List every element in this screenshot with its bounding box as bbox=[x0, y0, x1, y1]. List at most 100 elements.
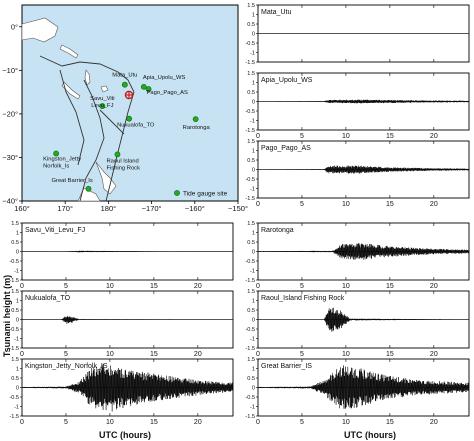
plate-boundary bbox=[79, 79, 105, 202]
map-y-tick-label: −20° bbox=[2, 109, 18, 118]
x-tick-label: 15 bbox=[386, 351, 394, 358]
y-tick-label: 1 bbox=[16, 299, 19, 305]
south-island-nz bbox=[77, 187, 101, 202]
waveform-series bbox=[257, 165, 470, 174]
x-tick-label: 20 bbox=[430, 283, 438, 290]
map-x-tick-label: −160° bbox=[185, 204, 205, 213]
y-tick-label: -1.5 bbox=[245, 128, 255, 134]
y-tick-label: 0.5 bbox=[247, 376, 255, 382]
y-tick-label: -0.5 bbox=[245, 177, 255, 183]
station-label: Kingston_Jetty bbox=[43, 157, 81, 163]
x-tick-label: 0 bbox=[20, 283, 24, 290]
station-label: Mata_Utu bbox=[112, 73, 137, 79]
map-y-tick-label: −40° bbox=[2, 197, 18, 206]
station-label: Fishing Rock bbox=[106, 165, 140, 171]
y-tick-label: 1.5 bbox=[11, 221, 19, 227]
x-tick-label: 10 bbox=[106, 351, 114, 358]
y-tick-label: 1.5 bbox=[247, 71, 255, 77]
y-tick-label: -0.5 bbox=[245, 327, 255, 333]
y-tick-label: -0.5 bbox=[9, 259, 19, 265]
y-tick-label: -1.5 bbox=[245, 414, 255, 420]
y-tick-label: -1.5 bbox=[245, 196, 255, 202]
map-legend-label: Tide gauge site bbox=[183, 191, 228, 198]
y-tick-label: -1 bbox=[14, 405, 19, 411]
panel-station-label: Mata_Utu bbox=[261, 9, 291, 16]
station-marker bbox=[99, 103, 106, 109]
waveform-series bbox=[257, 243, 470, 260]
y-tick-label: -1 bbox=[250, 187, 255, 193]
x-tick-label: 10 bbox=[342, 419, 350, 426]
panel-station-label: Pago_Pago_AS bbox=[261, 145, 311, 152]
x-tick-label: 15 bbox=[150, 419, 158, 426]
north-island-nz bbox=[95, 161, 117, 195]
map-y-tick-label: −10° bbox=[2, 66, 18, 75]
y-tick-label: 0 bbox=[252, 318, 255, 324]
y-tick-label: 1.5 bbox=[11, 289, 19, 295]
panel: 1.5 1 0.5 0 -0.5 -1 -1.5 Mata_Utu bbox=[245, 3, 470, 66]
y-tick-label: 1 bbox=[252, 231, 255, 237]
y-tick-label: -0.5 bbox=[9, 327, 19, 333]
papua-landmass bbox=[21, 17, 59, 43]
map-y-tick-label: 0° bbox=[11, 22, 18, 31]
plate-boundary bbox=[105, 91, 135, 202]
x-tick-label: 0 bbox=[256, 201, 260, 208]
y-tick-label: 1.5 bbox=[11, 357, 19, 363]
y-tick-label: -0.5 bbox=[245, 259, 255, 265]
x-tick-label: 0 bbox=[256, 133, 260, 140]
waveform-series bbox=[21, 315, 234, 324]
x-tick-label: 10 bbox=[342, 133, 350, 140]
plate-boundary bbox=[59, 69, 85, 166]
x-tick-label: 5 bbox=[64, 351, 68, 358]
y-tick-label: -1 bbox=[250, 51, 255, 57]
y-tick-label: 1 bbox=[252, 81, 255, 87]
y-tick-label: 0.5 bbox=[247, 308, 255, 314]
panel-station-label: Great Barrier_IS bbox=[261, 363, 312, 370]
panel-station-label: Savu_Viti_Levu_FJ bbox=[25, 227, 85, 234]
map-x-tick-label: −170° bbox=[142, 204, 162, 213]
station-label: Nukualofa_TO bbox=[117, 123, 155, 129]
y-axis-label: Tsunami height (m) bbox=[2, 275, 12, 357]
y-tick-label: 0 bbox=[16, 318, 19, 324]
panel: 1.510.50-0.5-1-1.50 5 10 15 20Kingston_Jetty… bbox=[9, 357, 234, 426]
solomon-islands bbox=[59, 44, 79, 59]
x-tick-label: 10 bbox=[106, 419, 114, 426]
x-tick-label: 20 bbox=[194, 419, 202, 426]
y-tick-label: -1.5 bbox=[9, 414, 19, 420]
plate-boundary bbox=[39, 55, 135, 93]
x-tick-label: 10 bbox=[342, 201, 350, 208]
legend-station-marker bbox=[174, 190, 180, 196]
waveform-series bbox=[257, 365, 470, 410]
x-tick-label: 0 bbox=[256, 283, 260, 290]
y-tick-label: 1 bbox=[16, 367, 19, 373]
waveform-series bbox=[21, 249, 234, 254]
station-label: Levu_FJ bbox=[91, 103, 113, 109]
y-tick-label: 0.5 bbox=[11, 376, 19, 382]
station-label: Great Barrier_Is bbox=[52, 178, 93, 184]
station-map: 160° 170° 180° −170° −160° −150° 0° −10° −20° −3… bbox=[2, 4, 248, 213]
panel-station-label: Raoul_Island Fishing Rock bbox=[261, 295, 345, 302]
x-tick-label: 20 bbox=[194, 283, 202, 290]
y-tick-label: 1.5 bbox=[247, 3, 255, 9]
station-label: Norfolk_Is bbox=[43, 164, 69, 170]
map-x-tick-label: −150° bbox=[228, 204, 248, 213]
x-tick-label: 15 bbox=[386, 419, 394, 426]
map-x-tick-label: 160° bbox=[14, 204, 30, 213]
x-tick-label: 5 bbox=[64, 283, 68, 290]
y-tick-label: -0.5 bbox=[245, 109, 255, 115]
y-tick-label: 0 bbox=[252, 32, 255, 38]
x-tick-label: 20 bbox=[194, 351, 202, 358]
station-label: Apia_Upolu_WS bbox=[143, 75, 186, 81]
map-x-ticks: 160° 170° 180° −170° −160° −150° bbox=[14, 201, 248, 213]
map-x-tick-label: 170° bbox=[57, 204, 73, 213]
panel-station-label: Rarotonga bbox=[261, 227, 294, 234]
map-y-ticks: 0° −10° −20° −30° −40° bbox=[2, 22, 22, 206]
x-tick-label: 15 bbox=[386, 283, 394, 290]
y-tick-label: 1.5 bbox=[247, 139, 255, 145]
x-tick-label: 0 bbox=[256, 351, 260, 358]
x-tick-label: 10 bbox=[342, 283, 350, 290]
y-tick-label: 0.5 bbox=[247, 90, 255, 96]
plate-boundaries bbox=[39, 55, 135, 202]
station-marker bbox=[53, 150, 60, 157]
